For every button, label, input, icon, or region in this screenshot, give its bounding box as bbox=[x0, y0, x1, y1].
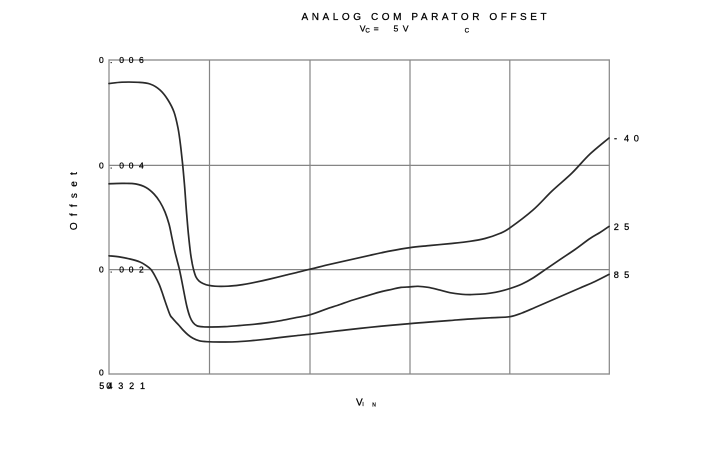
svg-text:.: . bbox=[110, 265, 112, 275]
svg-text:0: 0 bbox=[129, 160, 134, 170]
svg-text:4: 4 bbox=[139, 160, 144, 170]
svg-text:5: 5 bbox=[624, 270, 629, 280]
svg-text:0: 0 bbox=[119, 265, 124, 275]
svg-text:V: V bbox=[356, 398, 363, 409]
svg-text:0: 0 bbox=[129, 55, 134, 65]
svg-text:Offset: Offset bbox=[69, 166, 80, 230]
svg-text:.: . bbox=[110, 55, 112, 65]
svg-text:0: 0 bbox=[99, 368, 104, 378]
svg-text:8: 8 bbox=[614, 270, 619, 280]
svg-text:=: = bbox=[374, 23, 379, 33]
svg-text:0: 0 bbox=[634, 134, 639, 144]
svg-text:2: 2 bbox=[139, 265, 144, 275]
svg-text:N: N bbox=[372, 403, 376, 409]
svg-text:1: 1 bbox=[140, 381, 145, 391]
svg-text:0: 0 bbox=[106, 381, 111, 391]
svg-text:0: 0 bbox=[99, 265, 104, 275]
svg-text:C: C bbox=[465, 27, 470, 34]
svg-text:I: I bbox=[362, 402, 363, 408]
svg-text:0: 0 bbox=[99, 55, 104, 65]
svg-text:C: C bbox=[365, 28, 370, 35]
svg-text:V: V bbox=[403, 23, 409, 33]
svg-text:2: 2 bbox=[614, 222, 619, 232]
svg-text:0: 0 bbox=[129, 265, 134, 275]
svg-text:5: 5 bbox=[99, 381, 104, 391]
svg-text:V: V bbox=[360, 23, 366, 33]
svg-text:.: . bbox=[110, 160, 112, 170]
svg-text:5: 5 bbox=[394, 23, 399, 33]
svg-text:3: 3 bbox=[118, 381, 123, 391]
svg-text:-: - bbox=[614, 134, 617, 144]
svg-text:0: 0 bbox=[99, 160, 104, 170]
svg-text:0: 0 bbox=[119, 160, 124, 170]
svg-text:6: 6 bbox=[139, 55, 144, 65]
svg-text:4: 4 bbox=[624, 134, 629, 144]
svg-text:5: 5 bbox=[624, 222, 629, 232]
svg-text:2: 2 bbox=[129, 381, 134, 391]
svg-text:ANALOG COM PARATOR OFFSET: ANALOG COM PARATOR OFFSET bbox=[302, 12, 551, 23]
svg-text:0: 0 bbox=[119, 55, 124, 65]
svg-text:4: 4 bbox=[108, 381, 113, 391]
